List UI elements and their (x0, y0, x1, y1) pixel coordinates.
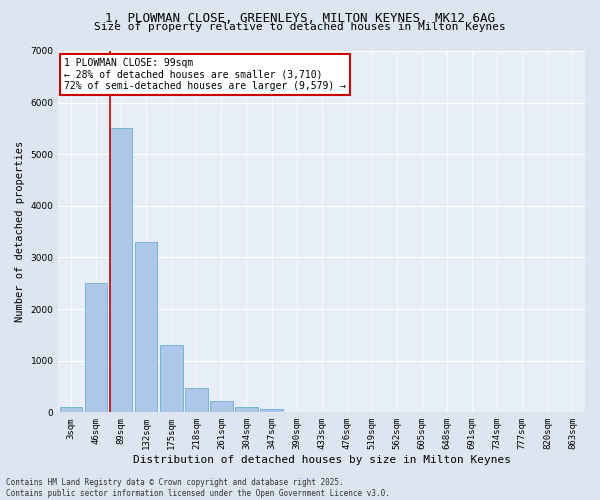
Bar (110, 128, 133, 412)
Text: Size of property relative to detached houses in Milton Keynes: Size of property relative to detached ho… (94, 22, 506, 32)
Bar (210, 401, 233, 412)
Bar (185, 388, 208, 412)
Text: Contains HM Land Registry data © Crown copyright and database right 2025.
Contai: Contains HM Land Registry data © Crown c… (6, 478, 390, 498)
Bar (260, 409, 283, 412)
Y-axis label: Number of detached properties: Number of detached properties (15, 141, 25, 322)
Bar (59, 407, 82, 412)
Bar (85, 284, 107, 412)
X-axis label: Distribution of detached houses by size in Milton Keynes: Distribution of detached houses by size … (133, 455, 511, 465)
Bar (235, 407, 258, 412)
Text: 1 PLOWMAN CLOSE: 99sqm
← 28% of detached houses are smaller (3,710)
72% of semi-: 1 PLOWMAN CLOSE: 99sqm ← 28% of detached… (64, 58, 346, 92)
Bar (160, 345, 182, 412)
Bar (135, 242, 157, 412)
Text: 1, PLOWMAN CLOSE, GREENLEYS, MILTON KEYNES, MK12 6AG: 1, PLOWMAN CLOSE, GREENLEYS, MILTON KEYN… (105, 12, 495, 26)
